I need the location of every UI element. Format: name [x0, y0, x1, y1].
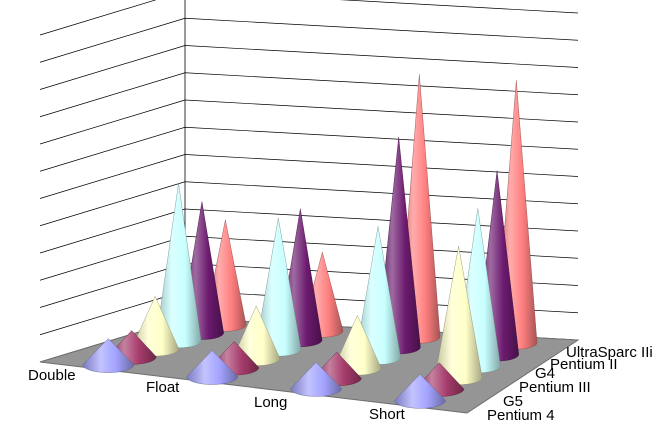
cone-pentium-4-double — [82, 338, 135, 373]
gridline-left — [39, 0, 157, 36]
category-label: Double — [28, 367, 76, 384]
data-marks — [82, 74, 538, 409]
series-label: UltraSparc IIi — [566, 344, 653, 361]
category-axis-labels: Double Float Long Short — [28, 367, 406, 423]
gridline-left — [39, 235, 186, 281]
cone-pentium-4-long — [290, 362, 342, 397]
gridline-back — [184, 99, 579, 123]
category-label: Float — [146, 379, 180, 396]
series-label: Pentium 4 — [487, 407, 555, 424]
gridline-back — [339, 0, 579, 14]
series-label: Pentium III — [519, 379, 591, 396]
gridline-back — [184, 45, 579, 68]
gridline-left — [39, 45, 186, 90]
gridline-left — [39, 17, 186, 63]
series-label: G4 — [535, 365, 555, 382]
gridline-left — [39, 208, 186, 254]
category-label: Short — [369, 406, 406, 423]
series-label: G5 — [503, 393, 523, 410]
gridline-left — [39, 263, 186, 308]
gridline-left — [39, 181, 186, 227]
gridline-left — [39, 154, 186, 199]
category-label: Long — [254, 394, 287, 411]
gridline-left — [39, 126, 186, 172]
gridline-left — [39, 290, 186, 336]
gridline-back — [184, 72, 579, 96]
series-label: Pentium II — [550, 356, 618, 373]
gridline-left — [39, 99, 186, 145]
cone-pentium-4-float — [186, 350, 238, 385]
left-wall — [40, 0, 185, 362]
gridline-back — [184, 17, 579, 41]
cone-pentium-4-short — [394, 373, 446, 409]
gridline-left — [39, 72, 186, 118]
